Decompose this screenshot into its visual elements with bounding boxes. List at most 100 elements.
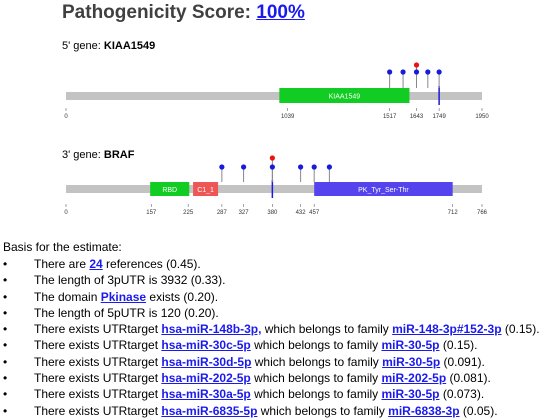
gene5-label: 5' gene: KIAA1549 bbox=[62, 40, 155, 52]
basis-item-text: which belongs to family bbox=[251, 354, 383, 369]
basis-item-link[interactable]: hsa-miR-6835-5p bbox=[161, 403, 258, 418]
gene5-tick-label: 1950 bbox=[475, 114, 489, 120]
gene3-track: RBD C1_1 PK_Tyr_Ser-Thr 0 157 225 287 327 380 432… bbox=[64, 155, 488, 216]
basis-item-link[interactable]: hsa-miR-148b-3p, bbox=[161, 322, 262, 337]
basis-item-text: (0.05). bbox=[459, 403, 498, 418]
bullet-icon: • bbox=[3, 273, 8, 288]
gene3-tick-label: 380 bbox=[267, 210, 278, 216]
gene3-lollipop-head bbox=[240, 164, 247, 170]
gene3-tick-label: 157 bbox=[146, 210, 157, 216]
gene3-tick-label: 0 bbox=[64, 210, 68, 216]
bullet-icon: • bbox=[3, 322, 8, 337]
basis-item: • There exists UTRtarget hsa-miR-30c-5p w… bbox=[3, 337, 540, 353]
basis-item-text: The length of 5pUTR is 120 (0.20). bbox=[34, 305, 219, 320]
bullet-icon: • bbox=[3, 305, 8, 320]
gene3-tick-label: 287 bbox=[217, 210, 228, 216]
gene5-lollipop-head bbox=[413, 62, 420, 68]
basis-item-text: There exists UTRtarget bbox=[34, 354, 162, 369]
family-link[interactable]: miR-148-3p#152-3p bbox=[392, 322, 502, 337]
gene5-lollipop-head bbox=[436, 69, 442, 75]
gene5-lollipop-head bbox=[400, 69, 406, 75]
gene3-domain-label: RBD bbox=[162, 187, 177, 194]
basis-item-link[interactable]: hsa-miR-30a-5p bbox=[161, 387, 251, 402]
family-link[interactable]: miR-30-5p bbox=[381, 387, 440, 402]
basis-item-text: (0.073). bbox=[439, 387, 485, 402]
basis-header: Basis for the estimate: bbox=[3, 240, 122, 254]
gene5-tick-label: 1749 bbox=[432, 114, 446, 120]
gene5-tick-label: 1039 bbox=[281, 114, 295, 120]
bullet-icon: • bbox=[3, 338, 8, 353]
gene5-tick-label: 0 bbox=[64, 114, 68, 120]
basis-item: • There exists UTRtarget hsa-miR-202-5p w… bbox=[3, 370, 540, 386]
bullet-icon: • bbox=[3, 257, 8, 271]
basis-item: • The domain Pkinase exists (0.20). bbox=[3, 289, 540, 305]
gene3-lollipop-head bbox=[269, 164, 275, 170]
gene5-prefix: 5' gene: bbox=[62, 40, 101, 52]
basis-item-text: There exists UTRtarget bbox=[34, 338, 162, 353]
gene5-lollipop-head bbox=[387, 69, 393, 75]
basis-item-text: There exists UTRtarget bbox=[34, 371, 162, 386]
family-link[interactable]: miR-30-5p bbox=[382, 354, 441, 369]
basis-item-text: which belongs to family bbox=[250, 371, 382, 386]
basis-item-text: exists (0.20). bbox=[146, 289, 219, 304]
basis-item: • There exists UTRtarget hsa-miR-30d-5p w… bbox=[3, 354, 540, 370]
gene3-domain-label: C1_1 bbox=[197, 187, 214, 194]
gene3-domain bbox=[193, 182, 219, 196]
basis-item-link[interactable]: hsa-miR-30c-5p bbox=[161, 338, 251, 353]
gene3-lollipop-head bbox=[219, 164, 225, 170]
basis-item-text: (0.15). bbox=[501, 322, 540, 337]
basis-item-link[interactable]: Pkinase bbox=[100, 289, 147, 304]
basis-item: • The length of 5pUTR is 120 (0.20). bbox=[3, 305, 540, 321]
gene3-tick-label: 457 bbox=[309, 210, 320, 216]
gene3-tick-label: 766 bbox=[477, 210, 488, 216]
gene5-domain-label: KIAA1549 bbox=[329, 94, 361, 101]
basis-item-link[interactable]: hsa-miR-30d-5p bbox=[161, 354, 252, 369]
score-link[interactable]: 100% bbox=[256, 2, 305, 23]
basis-item-text: (0.15). bbox=[439, 338, 478, 353]
gene3-prefix: 3' gene: bbox=[62, 149, 101, 161]
gene3-tick-label: 712 bbox=[448, 210, 459, 216]
gene3-name: BRAF bbox=[103, 149, 135, 161]
bullet-icon: • bbox=[3, 371, 8, 386]
basis-item: • There exists UTRtarget hsa-miR-6835-5p … bbox=[3, 403, 540, 419]
gene3-lollipop-head bbox=[326, 164, 332, 170]
gene3-label: 3' gene: BRAF bbox=[62, 149, 134, 161]
title-prefix: Pathogenicity Score: bbox=[62, 2, 251, 23]
gene3-tick-label: 225 bbox=[183, 210, 194, 216]
bullet-icon: • bbox=[3, 289, 8, 304]
basis-list: • There are 24 references (0.45). • The len… bbox=[3, 256, 540, 419]
gene5-domain bbox=[279, 88, 410, 103]
gene3-lollipop-head bbox=[298, 164, 304, 170]
basis-item-text: which belongs to family bbox=[250, 387, 382, 402]
basis-item-text: The domain bbox=[34, 289, 101, 304]
basis-item-link[interactable]: hsa-miR-202-5p bbox=[161, 371, 251, 386]
gene3-lollipop-head bbox=[269, 155, 275, 161]
gene5-name: KIAA1549 bbox=[103, 40, 156, 52]
family-link[interactable]: miR-30-5p bbox=[381, 338, 440, 353]
gene5-lollipop-head bbox=[425, 69, 431, 75]
gene5-track: KIAA1549 0 1039 1517 1643 1749 1950 bbox=[64, 62, 489, 120]
family-link[interactable]: miR-202-5p bbox=[381, 371, 447, 386]
basis-item: • There are 24 references (0.45). bbox=[3, 256, 540, 272]
gene5-tick-label: 1517 bbox=[383, 114, 397, 120]
gene3-domain bbox=[150, 182, 190, 196]
basis-item-text: (0.081). bbox=[446, 371, 491, 386]
basis-item: • There exists UTRtarget hsa-miR-148b-3p,… bbox=[3, 321, 540, 337]
basis-item: • The length of 3pUTR is 3932 (0.33). bbox=[3, 272, 540, 288]
basis-item-text: (0.091). bbox=[440, 354, 485, 369]
gene3-tick-label: 432 bbox=[296, 210, 307, 216]
family-link[interactable]: miR-6838-3p bbox=[388, 403, 460, 418]
basis-item-link[interactable]: 24 bbox=[89, 257, 103, 271]
gene3-domain-label: PK_Tyr_Ser-Thr bbox=[358, 187, 409, 194]
basis-item-text: which belongs to family bbox=[257, 403, 389, 418]
gene5-tick-label: 1643 bbox=[410, 114, 424, 120]
page-title: Pathogenicity Score: 100% bbox=[62, 2, 305, 24]
bullet-icon: • bbox=[3, 403, 8, 418]
basis-item: • There exists UTRtarget hsa-miR-30a-5p w… bbox=[3, 386, 540, 402]
basis-item-text: which belongs to family bbox=[261, 322, 393, 337]
basis-item-text: There are bbox=[34, 257, 90, 271]
gene5-lollipop-head bbox=[413, 69, 420, 75]
gene3-lollipop-head bbox=[311, 164, 317, 170]
gene3-tick-label: 327 bbox=[239, 210, 250, 216]
gene3-backbone bbox=[66, 185, 482, 193]
